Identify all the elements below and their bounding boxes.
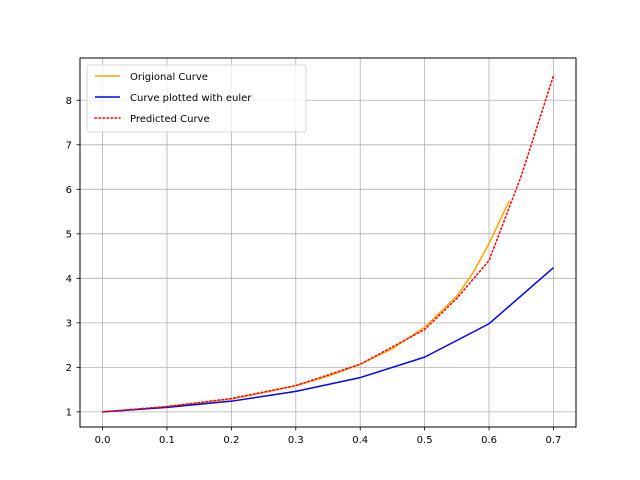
- legend: Origional Curve Curve plotted with euler P…: [86, 64, 307, 133]
- legend-box: [86, 64, 307, 133]
- x-tick-label: 0.3: [288, 435, 304, 446]
- y-tick-label: 6: [66, 185, 72, 196]
- series-line-1: [102, 267, 554, 413]
- x-tick-label: 0.1: [159, 435, 175, 446]
- y-tick-label: 5: [66, 229, 72, 240]
- axes: 0.0 0.1 0.2 0.3 0.4 0.5 0.6 0.7 1 2 3 4 5 6 7 8: [66, 96, 562, 446]
- legend-label-1: Curve plotted with euler: [130, 93, 252, 104]
- legend-label-2: Predicted Curve: [130, 114, 210, 125]
- x-tick-label: 0.2: [223, 435, 239, 446]
- series-line-2: [101, 75, 555, 413]
- x-tick-label: 0.4: [352, 435, 368, 446]
- plot-frame: [79, 57, 577, 428]
- series-layer: [101, 75, 555, 413]
- y-tick-label: 1: [66, 407, 72, 418]
- x-tick-label: 0.7: [546, 435, 562, 446]
- y-tick-label: 3: [66, 318, 72, 329]
- x-tick-label: 0.6: [481, 435, 497, 446]
- y-tick-label: 2: [66, 363, 72, 374]
- legend-label-0: Origional Curve: [130, 72, 208, 83]
- x-tick-label: 0.5: [417, 435, 433, 446]
- x-tick-label: 0.0: [95, 435, 111, 446]
- y-tick-label: 4: [66, 274, 72, 285]
- y-tick-label: 7: [66, 140, 72, 151]
- y-tick-label: 8: [66, 96, 72, 107]
